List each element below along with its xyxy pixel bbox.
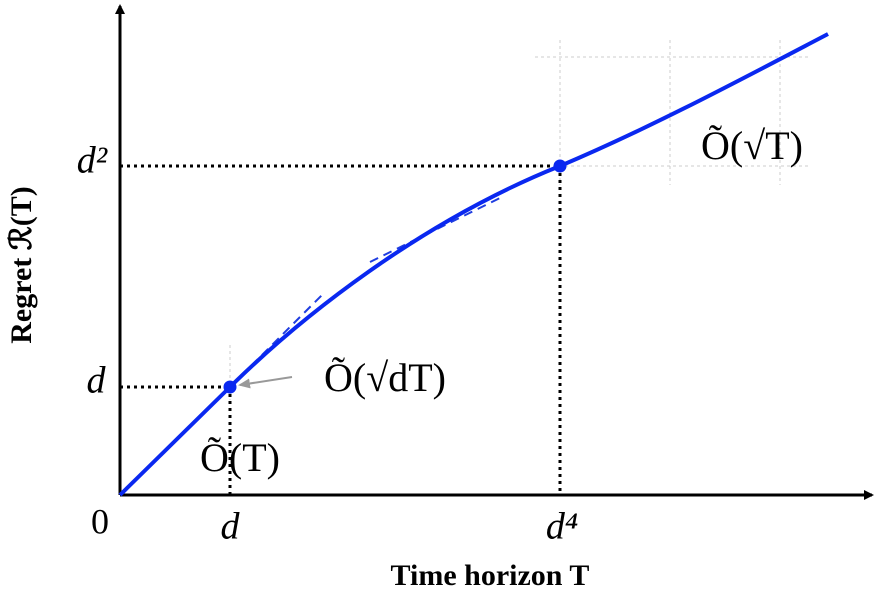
annotation: Õ(T)	[200, 435, 280, 480]
y-axis-label: Regret ℛ(T)	[5, 186, 38, 344]
origin-label: 0	[91, 501, 109, 541]
x-tick-label: d⁴	[546, 506, 578, 548]
regret-curve	[118, 32, 829, 497]
x-tick-label: d	[221, 506, 241, 548]
faint-grid	[229, 40, 810, 400]
annotation: Õ(√dT)	[324, 355, 446, 400]
y-tick-label: d²	[77, 140, 108, 182]
annotation: Õ(√T)	[701, 123, 803, 168]
x-axis-label: Time horizon T	[391, 559, 590, 592]
y-tick-label: d	[87, 360, 107, 402]
guide-lines	[120, 164, 562, 495]
annotation-arrow	[238, 376, 293, 389]
point-d4	[553, 159, 567, 173]
point-d	[223, 380, 237, 394]
